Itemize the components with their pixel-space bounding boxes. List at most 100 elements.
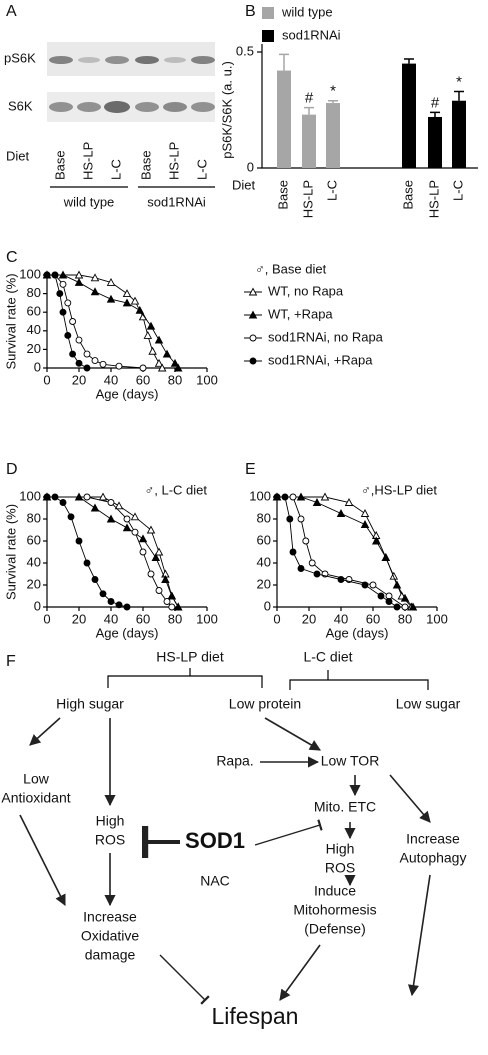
group-label: wild type [63, 194, 115, 209]
y-tick-label: 80 [27, 285, 41, 300]
axis [276, 497, 437, 608]
legend-label: sod1RNAi, +Rapa [268, 352, 373, 367]
row-label: pS6K [4, 50, 36, 65]
row-label: Diet [6, 148, 30, 163]
point [377, 592, 385, 600]
survival-line [47, 274, 179, 369]
diagram-node: Mito. ETC [314, 799, 376, 815]
diagram-node: Low [23, 771, 50, 787]
lane-label: L-C [194, 159, 209, 180]
survival-line [277, 496, 412, 608]
point [154, 335, 164, 344]
legend-label: sod1RNAi [282, 27, 341, 42]
point [173, 363, 183, 372]
blot-ps6k [47, 42, 215, 76]
point [296, 492, 306, 501]
blot-bands [49, 56, 215, 113]
point [313, 570, 321, 578]
x-tick-label: Base [275, 180, 290, 210]
x-tick-label: 60 [366, 611, 380, 626]
legend-title: ♂,HS-LP diet [361, 482, 437, 497]
point [151, 553, 161, 561]
y-tick-label: 0.5 [236, 43, 254, 58]
diagram-node: High [326, 841, 355, 857]
point [122, 289, 132, 298]
y-tick-label: 0 [34, 359, 41, 374]
legend-marker [249, 357, 257, 365]
point [138, 534, 148, 543]
point [312, 498, 322, 506]
significance: * [456, 73, 462, 90]
point [83, 493, 91, 501]
point [408, 602, 418, 611]
legend-label: WT, no Rapa [268, 283, 344, 298]
point [130, 512, 140, 521]
diagram-node: Low sugar [396, 696, 461, 712]
legend-title: ♂, Base diet [255, 261, 327, 276]
point [115, 601, 123, 609]
point [297, 565, 305, 572]
y-tick-label: 40 [257, 554, 271, 569]
y-tick-label: 80 [257, 510, 271, 525]
x-tick-label: 80 [398, 611, 412, 626]
point [146, 525, 156, 534]
point [400, 593, 410, 602]
point [91, 576, 99, 583]
bar [302, 114, 316, 168]
x-tick-label: 20 [72, 372, 86, 387]
diagram-node: ROS [95, 832, 125, 848]
point [115, 362, 123, 370]
point [289, 548, 297, 556]
significance: # [305, 90, 314, 107]
x-tick-label: 60 [136, 611, 150, 626]
point [163, 598, 171, 605]
point [401, 603, 409, 611]
x-tick-label: 0 [43, 372, 50, 387]
diagram-node: High sugar [56, 696, 124, 712]
point [122, 523, 132, 532]
point [371, 536, 381, 545]
diagram-node: Induce [314, 883, 356, 899]
survival-line [277, 496, 414, 608]
diagram-node: SOD1 [185, 828, 245, 853]
point [107, 499, 115, 506]
point [122, 298, 132, 307]
diagram-node: Rapa. [216, 753, 253, 769]
lane-label: Base [138, 150, 153, 180]
point [360, 509, 370, 517]
point [320, 492, 330, 501]
point [43, 271, 51, 279]
error-bar [328, 99, 338, 104]
point [107, 598, 115, 605]
legend-swatch [262, 30, 274, 42]
y-tick-label: 80 [27, 510, 41, 525]
point [336, 509, 346, 517]
x-tick-label: HS-LP [300, 180, 315, 218]
point [302, 537, 310, 545]
point [148, 346, 157, 355]
point [69, 350, 77, 358]
diagram-node: High [96, 813, 125, 829]
point [64, 299, 72, 307]
group-label: sod1RNAi [147, 194, 206, 209]
diagram-node: Lifespan [212, 1003, 299, 1029]
point [167, 591, 177, 600]
diagram-node: Low TOR [321, 753, 380, 769]
survival-line [47, 496, 128, 608]
point [286, 515, 294, 523]
point [83, 364, 91, 372]
lane-label: HS-LP [80, 142, 95, 180]
legend-marker [248, 287, 258, 296]
diagram-node: Mitohormesis [293, 902, 376, 918]
panel-letter: F [6, 653, 16, 670]
point [106, 277, 116, 286]
point [168, 603, 176, 611]
y-tick-label: 100 [19, 488, 41, 503]
survival-line [277, 496, 406, 608]
panel-letter: B [245, 3, 256, 20]
y-tick-label: 60 [27, 304, 41, 319]
bar [428, 116, 442, 168]
point [75, 359, 83, 367]
diagram-node: damage [85, 947, 136, 963]
